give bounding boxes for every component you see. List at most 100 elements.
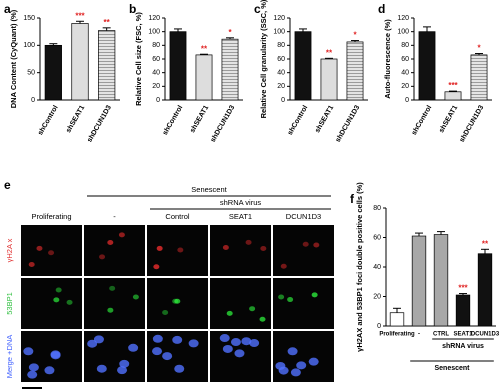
- bar: [221, 38, 239, 101]
- x-tick-label: shSEAT1: [65, 104, 86, 134]
- cell-nucleus: [118, 232, 125, 238]
- x-tick-label: shControl: [287, 104, 310, 136]
- bar: [444, 91, 462, 101]
- x-tick-label: shDCUN1D3: [86, 104, 113, 143]
- cell-nucleus: [66, 299, 73, 305]
- cell-nucleus: [107, 307, 114, 313]
- y-tick-label: 80: [152, 42, 160, 49]
- micrograph: [210, 225, 271, 276]
- x-tick-label: shDCUN1D3: [335, 104, 362, 143]
- cell-nucleus: [313, 242, 320, 248]
- y-tick-label: 100: [148, 29, 160, 36]
- column-label: DCUN1D3: [286, 212, 321, 221]
- bar: [294, 31, 312, 101]
- panel-label: d: [378, 2, 385, 16]
- cell-nucleus: [107, 240, 114, 246]
- x-tick-label: shControl: [37, 104, 60, 136]
- x-tick-label: -: [418, 332, 420, 338]
- bar: [470, 54, 488, 101]
- cell-nucleus: [249, 306, 256, 312]
- y-tick-label: 40: [373, 264, 381, 271]
- cell-nucleus: [109, 285, 116, 291]
- y-tick-label: 50: [27, 70, 35, 77]
- significance: ***: [458, 284, 468, 293]
- x-tick-label: shControl: [411, 104, 434, 136]
- cell-nucleus: [44, 366, 55, 375]
- bar: [195, 54, 213, 101]
- y-tick-label: 80: [277, 42, 285, 49]
- x-tick-label: DCUN1D3: [471, 332, 500, 338]
- bar: [346, 41, 364, 101]
- cell-nucleus: [53, 297, 60, 303]
- significance: *: [477, 44, 481, 53]
- micrograph: [84, 225, 145, 276]
- column-label: -: [113, 212, 116, 221]
- cell-nucleus: [226, 310, 233, 316]
- cell-nucleus: [153, 264, 160, 270]
- x-tick-label: shDCUN1D3: [210, 104, 237, 143]
- y-axis-label: Relative Cell granularity (SSC, %): [259, 0, 268, 118]
- y-tick-label: 150: [23, 15, 35, 22]
- bar: [98, 30, 116, 101]
- y-tick-label: 0: [377, 323, 381, 330]
- cell-nucleus: [234, 349, 245, 358]
- y-tick-label: 40: [277, 70, 285, 77]
- cell-nucleus: [280, 263, 287, 269]
- significance: **: [104, 18, 111, 27]
- cell-nucleus: [36, 245, 43, 251]
- y-tick-label: 0: [281, 97, 285, 104]
- y-axis-label: Auto-fluorescence (%): [383, 19, 392, 99]
- bar: [455, 294, 471, 327]
- group-label: shRNA virus: [442, 343, 484, 350]
- cell-nucleus: [48, 250, 55, 256]
- cell-nucleus: [222, 344, 233, 353]
- x-tick-label: shControl: [162, 104, 185, 136]
- cell-nucleus: [93, 335, 104, 344]
- y-tick-label: 100: [273, 29, 285, 36]
- cell-nucleus: [219, 334, 230, 343]
- cell-nucleus: [27, 370, 38, 379]
- x-tick-label: shSEAT1: [189, 104, 210, 134]
- y-tick-label: 120: [148, 15, 160, 22]
- x-tick-label: shDCUN1D3: [459, 104, 486, 143]
- cell-nucleus: [172, 298, 179, 304]
- y-tick-label: 20: [373, 293, 381, 300]
- cell-nucleus: [249, 339, 260, 348]
- cell-nucleus: [152, 334, 163, 343]
- cell-nucleus: [278, 294, 285, 300]
- row-label: 53BP1: [5, 292, 14, 315]
- cell-nucleus: [174, 364, 185, 373]
- cell-nucleus: [28, 363, 39, 372]
- group-label: Senescent: [191, 185, 227, 194]
- y-tick-label: 40: [401, 70, 409, 77]
- bar: [320, 58, 338, 101]
- bar: [71, 23, 89, 101]
- y-tick-label: 20: [152, 83, 160, 90]
- significance: ***: [75, 11, 85, 20]
- cell-nucleus: [117, 366, 128, 375]
- cell-nucleus: [162, 352, 173, 361]
- y-tick-label: 80: [373, 205, 381, 212]
- panel-label: c: [254, 2, 261, 16]
- cell-nucleus: [174, 298, 181, 304]
- y-tick-label: 0: [31, 97, 35, 104]
- micrograph: [273, 225, 334, 276]
- cell-nucleus: [188, 339, 199, 348]
- cell-nucleus: [162, 309, 169, 315]
- x-tick-label: CTRL: [433, 332, 449, 338]
- cell-nucleus: [87, 339, 98, 348]
- x-tick-label: SEAT1: [454, 332, 474, 338]
- cell-nucleus: [156, 245, 163, 251]
- bar: [418, 31, 436, 101]
- bar: [411, 235, 427, 327]
- bar: [44, 44, 62, 101]
- cell-nucleus: [287, 297, 294, 303]
- y-tick-label: 20: [277, 83, 285, 90]
- bar: [477, 253, 493, 327]
- cell-nucleus: [23, 347, 34, 356]
- y-tick-label: 100: [23, 42, 35, 49]
- y-tick-label: 80: [401, 42, 409, 49]
- cell-nucleus: [241, 337, 252, 346]
- y-tick-label: 60: [277, 56, 285, 63]
